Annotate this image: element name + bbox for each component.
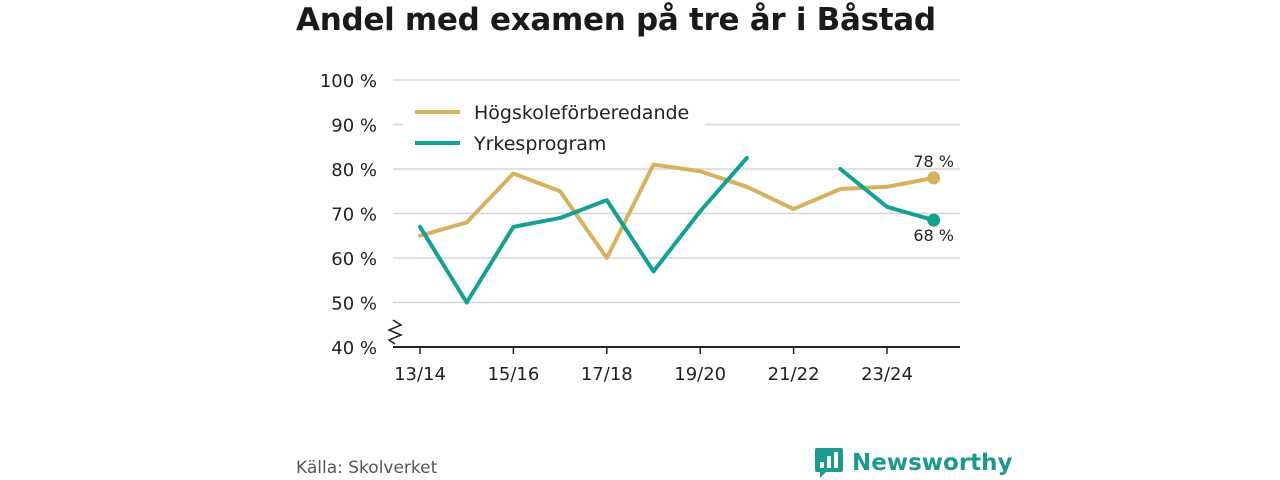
y-tick-label: 40 % xyxy=(331,338,377,359)
y-tick-label: 100 % xyxy=(320,71,377,92)
end-value-label: 78 % xyxy=(913,152,954,171)
axis-break-zigzag-icon xyxy=(387,319,403,345)
end-point-0 xyxy=(927,171,941,185)
end-value-label: 68 % xyxy=(913,226,954,245)
legend-background xyxy=(403,92,705,160)
legend-label: Yrkesprogram xyxy=(473,133,606,155)
series-line-1 xyxy=(418,155,749,305)
x-tick-label: 17/18 xyxy=(581,364,633,385)
legend: Högskoleförberedande Yrkesprogram xyxy=(403,92,705,160)
brand-name: Newsworthy xyxy=(852,450,1013,476)
y-tick-label: 80 % xyxy=(331,160,377,181)
bar-chart-bubble-icon xyxy=(815,448,843,478)
legend-label: Högskoleförberedande xyxy=(474,102,689,124)
series-lines xyxy=(418,155,941,305)
x-tick-label: 23/24 xyxy=(861,364,913,385)
end-point-1 xyxy=(927,213,941,227)
end-labels: 78 % 68 % xyxy=(913,152,954,245)
y-axis-ticks: 40 % 50 % 60 % 70 % 80 % 90 % 100 % xyxy=(320,71,377,359)
y-tick-label: 70 % xyxy=(331,205,377,226)
x-tick-label: 21/22 xyxy=(768,364,820,385)
series-line-0 xyxy=(418,162,936,260)
x-tick-label: 19/20 xyxy=(674,364,726,385)
y-tick-label: 50 % xyxy=(331,294,377,315)
x-tick-label: 13/14 xyxy=(394,364,446,385)
series-line-1 xyxy=(838,167,936,223)
x-axis: 13/14 15/16 17/18 19/20 21/22 23/24 xyxy=(387,319,960,385)
brand-logo: Newsworthy xyxy=(814,446,1013,480)
y-tick-label: 90 % xyxy=(331,116,377,137)
source-note: Källa: Skolverket xyxy=(296,458,438,478)
x-tick-label: 15/16 xyxy=(487,364,539,385)
y-tick-label: 60 % xyxy=(331,249,377,270)
chart-title: Andel med examen på tre år i Båstad xyxy=(296,2,936,38)
